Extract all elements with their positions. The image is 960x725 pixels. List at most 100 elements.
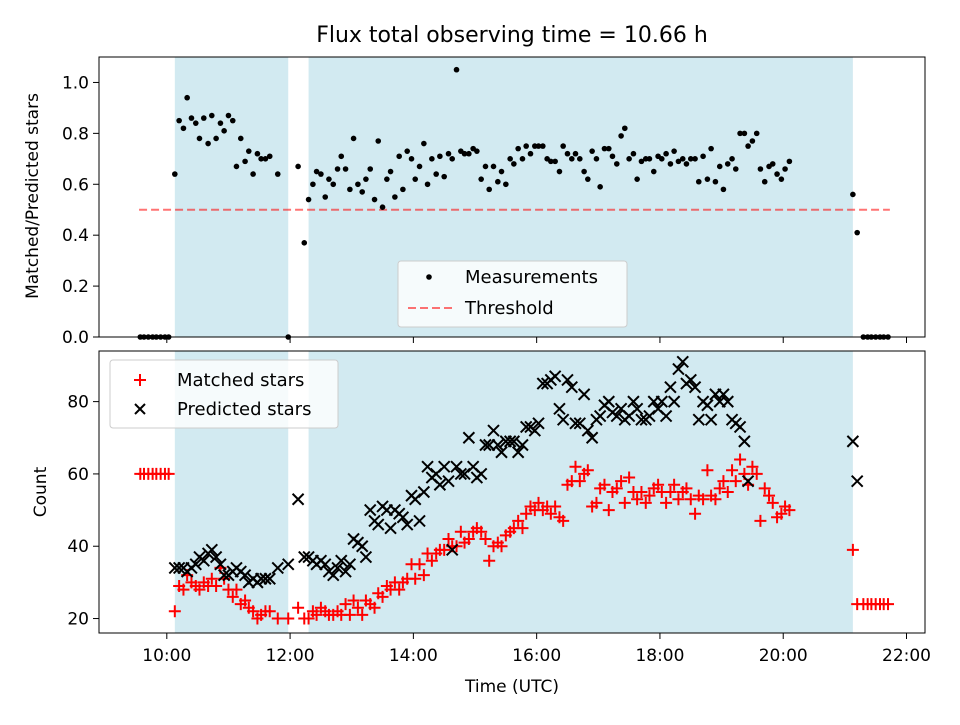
legend-matched-marker (134, 374, 146, 386)
predicted-star-point (356, 540, 369, 553)
measurement-point (622, 125, 628, 132)
measurement-point (237, 135, 244, 142)
measurement-point (196, 135, 203, 142)
matched-star-point (660, 496, 673, 509)
measurement-point (217, 120, 224, 126)
predicted-star-point (692, 413, 705, 426)
measurement-point (626, 156, 632, 162)
matched-star-point (282, 612, 295, 625)
predicted-star-point (738, 435, 751, 448)
matched-star-point (763, 489, 776, 502)
matched-star-point (425, 554, 438, 567)
predicted-star-point (655, 395, 668, 408)
predicted-star-point (602, 395, 615, 408)
measurement-point (585, 176, 591, 182)
x-tick-label: 12:00 (266, 646, 315, 666)
measurement-point (334, 166, 341, 172)
measurement-point (597, 184, 603, 190)
top-y-tick-label: 0.2 (62, 277, 89, 297)
measurement-point (412, 176, 419, 182)
predicted-star-point (479, 438, 492, 452)
matched-star-point (573, 475, 586, 488)
matched-star-point (672, 493, 685, 506)
measurement-point (416, 163, 423, 170)
predicted-star-point (339, 565, 352, 578)
matched-star-point (438, 543, 451, 556)
matched-star-point (684, 493, 697, 506)
measurement-point (507, 156, 513, 162)
matched-star-point (413, 558, 426, 571)
predicted-star-point (359, 550, 373, 564)
top-y-tick-label: 1.0 (62, 73, 89, 93)
predicted-star-point (511, 446, 525, 459)
predicted-star-point (238, 568, 252, 582)
measurement-point (379, 204, 386, 210)
measurement-point (581, 168, 587, 175)
chart-title: Flux total observing time = 10.66 h (316, 23, 708, 48)
matched-star-point (668, 478, 681, 491)
matched-star-point (442, 533, 455, 545)
predicted-star-point (437, 460, 451, 473)
measurement-point (548, 158, 554, 165)
matched-star-point (479, 533, 492, 545)
measurement-point (310, 181, 316, 188)
matched-star-point (393, 583, 406, 596)
measurement-point (486, 186, 492, 193)
measurement-point (552, 158, 558, 165)
predicted-star-point (846, 435, 860, 448)
predicted-star-point (205, 543, 219, 557)
matched-star-point (475, 525, 488, 538)
predicted-star-point (259, 572, 272, 585)
measurement-point (461, 150, 468, 157)
measurement-point (375, 138, 382, 144)
bottom-legend: Matched stars Predicted stars (109, 359, 339, 429)
matched-star-point (623, 471, 636, 484)
predicted-star-point (684, 373, 697, 387)
predicted-star-point (413, 514, 426, 528)
predicted-star-point (507, 435, 521, 448)
measurement-point (478, 176, 484, 182)
predicted-star-point (577, 388, 591, 401)
measurement-point (560, 143, 566, 149)
legend-threshold-label: Threshold (464, 298, 554, 319)
predicted-star-point (396, 511, 410, 524)
measurement-point (396, 153, 402, 160)
measurement-point (671, 148, 677, 154)
bottom-y-tick-label: 40 (67, 537, 89, 557)
measurement-point (301, 240, 308, 246)
matched-star-point (544, 507, 557, 520)
measurement-point (753, 130, 760, 137)
measurement-point (613, 161, 620, 167)
measurement-point (724, 161, 731, 167)
measurement-point (498, 168, 505, 175)
predicted-star-point (741, 474, 755, 488)
matched-star-point (689, 507, 702, 520)
predicted-star-point (569, 417, 582, 430)
measurement-point (700, 153, 706, 160)
measurement-point (229, 117, 236, 124)
matched-star-point (664, 486, 677, 498)
matched-star-point (602, 504, 615, 517)
measurement-point (601, 145, 608, 152)
measurement-point (732, 166, 739, 172)
measurement-point (387, 168, 394, 175)
matched-star-point (701, 464, 714, 477)
matched-star-point (339, 598, 352, 611)
measurement-point (250, 171, 256, 177)
measurement-point (577, 156, 583, 162)
matched-star-point (292, 601, 305, 614)
predicted-star-point (701, 399, 714, 412)
measurement-point (313, 168, 320, 175)
measurement-point (786, 158, 793, 165)
measurement-point (205, 140, 211, 147)
matched-star-point (230, 583, 243, 596)
predicted-star-point (561, 373, 574, 387)
measurement-point (408, 156, 415, 162)
matched-star-point (635, 486, 648, 498)
measurement-point (695, 178, 702, 185)
measurement-point (519, 156, 526, 162)
measurement-point (683, 161, 690, 167)
measurement-point (667, 161, 674, 167)
matched-star-point (643, 489, 656, 502)
